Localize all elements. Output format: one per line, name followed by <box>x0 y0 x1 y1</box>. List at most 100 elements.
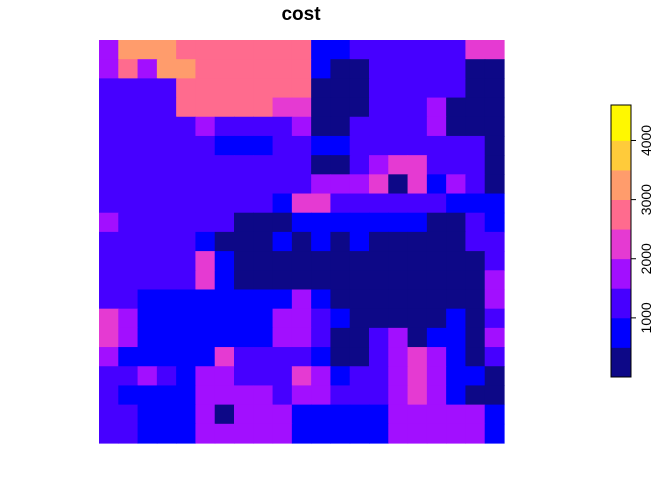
raster-cell <box>176 116 197 137</box>
raster-cell <box>330 308 351 329</box>
raster-cell <box>118 327 139 348</box>
raster-cell <box>118 78 139 99</box>
raster-cell <box>137 423 158 444</box>
raster-cell <box>465 40 486 60</box>
raster-cell <box>426 78 447 99</box>
raster-cell <box>407 270 428 291</box>
raster-cell <box>137 251 158 271</box>
raster-cell <box>99 347 119 367</box>
raster-cell <box>291 78 312 99</box>
raster-cell <box>137 347 158 367</box>
raster-cell <box>369 40 389 60</box>
raster-cell <box>137 135 158 156</box>
raster-cell <box>369 231 389 252</box>
raster-cell <box>214 174 235 195</box>
raster-cell <box>214 212 235 233</box>
raster-cell <box>349 193 370 214</box>
raster-cell <box>426 347 447 367</box>
raster-cell <box>311 97 332 118</box>
raster-cell <box>407 174 428 195</box>
legend-swatch <box>611 170 631 201</box>
raster-cell <box>446 212 467 233</box>
raster-cell <box>118 116 139 137</box>
raster-cell <box>291 251 312 271</box>
raster-cell <box>311 78 332 99</box>
raster-cell <box>465 404 486 425</box>
raster-cell <box>99 40 119 60</box>
raster-cell <box>407 59 428 79</box>
raster-cell <box>156 212 177 233</box>
raster-cell <box>272 251 293 271</box>
raster-cell <box>214 404 235 425</box>
raster-cell <box>156 174 177 195</box>
raster-cell <box>465 193 486 214</box>
legend-swatch <box>611 258 631 289</box>
raster-cell <box>253 385 274 406</box>
raster-cell <box>272 59 293 79</box>
raster-cell <box>369 404 389 425</box>
raster-cell <box>407 116 428 137</box>
raster-cell <box>465 289 486 310</box>
raster-cell <box>272 155 293 175</box>
raster-cell <box>195 327 216 348</box>
raster-cell <box>214 366 235 387</box>
raster-cell <box>465 308 486 329</box>
raster-cell <box>484 251 505 271</box>
raster-cell <box>407 212 428 233</box>
raster-grid <box>99 40 505 444</box>
raster-cell <box>388 212 409 233</box>
raster-cell <box>369 97 389 118</box>
raster-cell <box>369 327 389 348</box>
raster-cell <box>272 231 293 252</box>
raster-cell <box>484 78 505 99</box>
raster-cell <box>426 231 447 252</box>
raster-cell <box>330 193 351 214</box>
raster-cell <box>465 97 486 118</box>
raster-cell <box>407 366 428 387</box>
raster-cell <box>465 212 486 233</box>
raster-cell <box>272 78 293 99</box>
raster-cell <box>330 116 351 137</box>
raster-cell <box>484 289 505 310</box>
raster-cell <box>137 59 158 79</box>
raster-cell <box>156 116 177 137</box>
raster-cell <box>291 327 312 348</box>
raster-cell <box>137 270 158 291</box>
legend-swatch <box>611 317 631 348</box>
raster-cell <box>118 404 139 425</box>
raster-cell <box>156 78 177 99</box>
raster-cell <box>484 347 505 367</box>
raster-cell <box>291 366 312 387</box>
raster-cell <box>137 155 158 175</box>
raster-cell <box>311 270 332 291</box>
raster-cell <box>156 404 177 425</box>
raster-cell <box>407 347 428 367</box>
raster-cell <box>330 327 351 348</box>
raster-cell <box>137 174 158 195</box>
raster-cell <box>426 327 447 348</box>
raster-cell <box>407 193 428 214</box>
raster-cell <box>407 327 428 348</box>
raster-cell <box>214 289 235 310</box>
raster-cell <box>388 404 409 425</box>
raster-cell <box>426 289 447 310</box>
raster-cell <box>214 251 235 271</box>
raster-cell <box>195 231 216 252</box>
raster-cell <box>272 289 293 310</box>
raster-cell <box>137 308 158 329</box>
raster-cell <box>330 155 351 175</box>
raster-cell <box>156 155 177 175</box>
raster-cell <box>330 385 351 406</box>
raster-cell <box>291 423 312 444</box>
raster-cell <box>330 289 351 310</box>
raster-cell <box>253 404 274 425</box>
raster-cell <box>369 289 389 310</box>
raster-cell <box>465 385 486 406</box>
raster-cell <box>349 308 370 329</box>
raster-cell <box>118 251 139 271</box>
raster-cell <box>446 270 467 291</box>
raster-cell <box>330 251 351 271</box>
raster-cell <box>118 97 139 118</box>
raster-cell <box>369 385 389 406</box>
